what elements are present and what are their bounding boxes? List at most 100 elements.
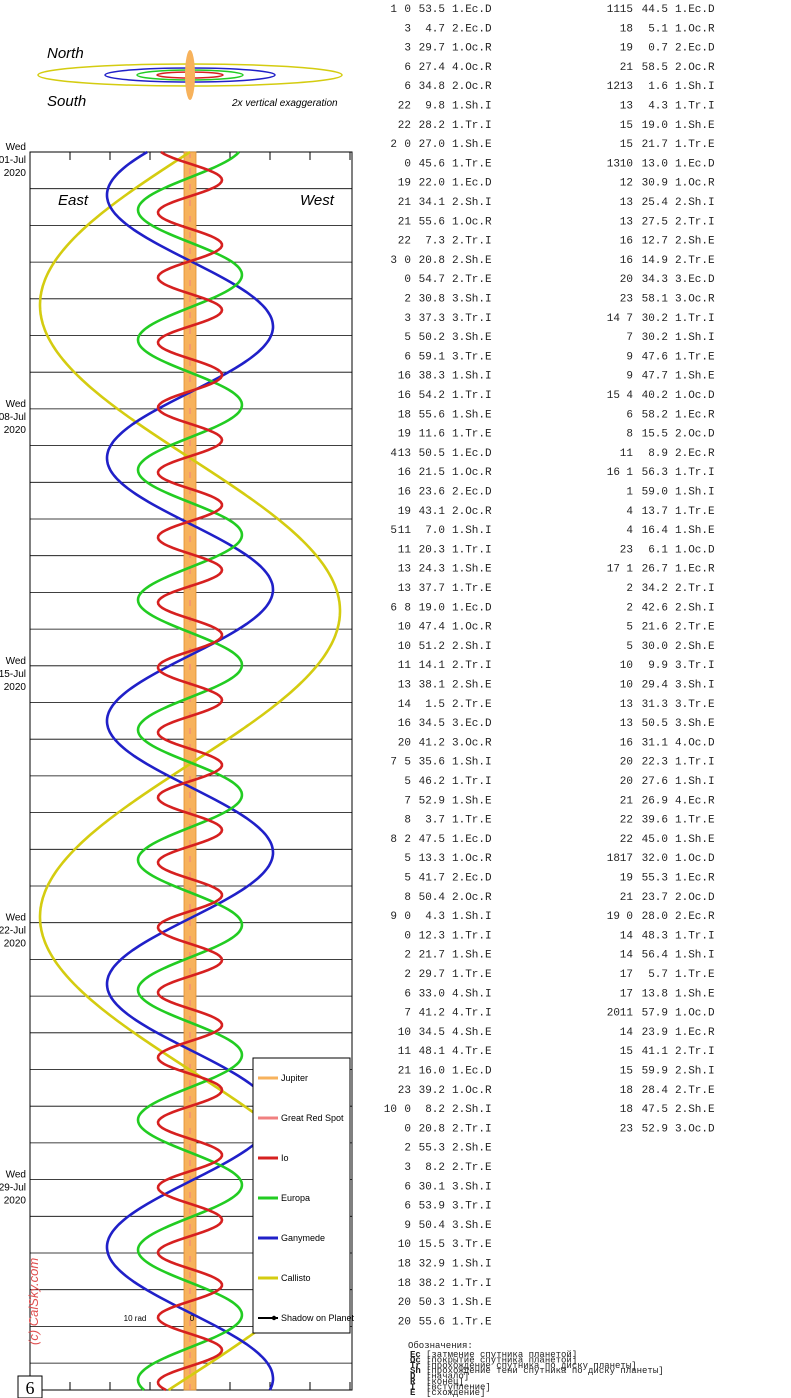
event-code: 3.Tr.E xyxy=(675,699,715,711)
date-label: Wed xyxy=(6,913,26,924)
event-code: 4.Sh.I xyxy=(452,988,492,1000)
event-code: 1.Sh.I xyxy=(675,332,715,344)
event-minute: 28.2 xyxy=(419,120,445,132)
event-hour: 2 xyxy=(626,602,633,614)
event-hour: 9 xyxy=(626,351,633,363)
event-minute: 13.0 xyxy=(642,158,668,170)
event-minute: 14.9 xyxy=(642,255,668,267)
event-code: 1.Sh.I xyxy=(452,101,492,113)
event-hour: 15 xyxy=(620,1046,633,1058)
event-code: 1.Oc.R xyxy=(452,1085,492,1097)
event-minute: 33.0 xyxy=(419,988,445,1000)
event-minute: 47.7 xyxy=(642,371,668,383)
event-hour: 10 xyxy=(620,660,633,672)
event-minute: 7.0 xyxy=(425,525,445,537)
event-minute: 23.9 xyxy=(642,1027,668,1039)
event-hour: 10 xyxy=(620,680,633,692)
event-hour: 18 xyxy=(620,1085,633,1097)
event-code: 1.Tr.E xyxy=(452,158,492,170)
key-text: [затмение спутника планетой] xyxy=(426,1350,577,1360)
event-minute: 34.1 xyxy=(419,197,446,209)
event-code: 2.Oc.D xyxy=(675,892,715,904)
event-code: 1.Oc.D xyxy=(675,853,715,865)
event-hour: 0 xyxy=(404,255,411,267)
event-minute: 52.9 xyxy=(642,1123,668,1135)
event-minute: 27.6 xyxy=(642,776,668,788)
event-code: 1.Ec.D xyxy=(452,1066,492,1078)
event-hour: 23 xyxy=(620,294,633,306)
event-minute: 55.6 xyxy=(419,1316,445,1328)
event-minute: 21.7 xyxy=(419,950,445,962)
event-minute: 29.7 xyxy=(419,969,445,981)
key-text: [конец] xyxy=(426,1377,464,1387)
date-label: 2020 xyxy=(4,1196,27,1207)
date-label: 2020 xyxy=(4,425,27,436)
event-code: 2.Sh.I xyxy=(675,197,715,209)
legend-label: Callisto xyxy=(281,1273,311,1283)
event-minute: 38.1 xyxy=(419,680,446,692)
event-code: 1.Sh.E xyxy=(675,525,715,537)
event-code: 2.Tr.E xyxy=(452,699,492,711)
event-hour: 23 xyxy=(620,544,633,556)
event-minute: 55.3 xyxy=(642,873,668,885)
north-label: North xyxy=(47,45,84,62)
event-code: 1.Sh.I xyxy=(452,525,492,537)
event-minute: 26.9 xyxy=(642,795,668,807)
event-minute: 47.6 xyxy=(642,351,668,363)
event-day: 19 xyxy=(607,911,620,923)
event-minute: 11.6 xyxy=(419,429,445,441)
event-hour: 23 xyxy=(398,1085,411,1097)
event-hour: 3 xyxy=(404,313,411,325)
event-hour: 23 xyxy=(620,1123,633,1135)
event-minute: 30.9 xyxy=(642,178,668,190)
event-minute: 25.4 xyxy=(642,197,669,209)
page-number: 6 xyxy=(26,1378,35,1398)
event-code: 2.Sh.I xyxy=(452,197,492,209)
event-code: 3.Ec.D xyxy=(452,718,492,730)
event-hour: 4 xyxy=(626,506,633,518)
event-code: 2.Ec.D xyxy=(452,873,492,885)
key-code: E xyxy=(410,1388,416,1398)
event-hour: 11 xyxy=(398,525,412,537)
event-hour: 5 xyxy=(626,641,633,653)
event-minute: 28.4 xyxy=(642,1085,669,1097)
event-hour: 11 xyxy=(620,1008,634,1020)
event-hour: 6 xyxy=(404,1201,411,1213)
event-hour: 0 xyxy=(404,139,411,151)
event-minute: 58.1 xyxy=(642,294,669,306)
event-code: 1.Oc.R xyxy=(675,178,715,190)
event-day: 1 xyxy=(390,4,397,16)
event-hour: 7 xyxy=(404,795,411,807)
event-code: 2.Tr.I xyxy=(675,1046,715,1058)
event-code: 2.Sh.E xyxy=(675,236,715,248)
event-hour: 0 xyxy=(626,911,633,923)
event-hour: 0 xyxy=(404,274,411,286)
event-code: 1.Sh.E xyxy=(452,795,492,807)
event-hour: 0 xyxy=(404,1104,411,1116)
event-code: 2.Ec.D xyxy=(675,43,715,55)
key-text: [прохождение спутника по диску планеты] xyxy=(426,1361,637,1371)
event-minute: 5.7 xyxy=(648,969,668,981)
event-minute: 27.4 xyxy=(419,62,446,74)
event-minute: 20.3 xyxy=(419,544,445,556)
event-code: 2.Tr.E xyxy=(675,1085,715,1097)
event-day: 6 xyxy=(390,602,397,614)
event-minute: 47.4 xyxy=(419,622,446,634)
event-hour: 18 xyxy=(398,1259,411,1271)
event-code: 1.Tr.E xyxy=(675,815,715,827)
event-minute: 4.3 xyxy=(425,911,445,923)
south-label: South xyxy=(47,93,86,110)
event-code: 1.Sh.I xyxy=(675,776,715,788)
event-minute: 55.6 xyxy=(419,409,445,421)
date-label: Wed xyxy=(6,656,26,667)
event-minute: 21.7 xyxy=(642,139,668,151)
key-text: [начало] xyxy=(426,1372,469,1382)
event-hour: 17 xyxy=(620,988,633,1000)
event-minute: 14.1 xyxy=(419,660,446,672)
event-hour: 3 xyxy=(404,43,411,55)
date-label: 2020 xyxy=(4,168,27,179)
event-minute: 56.4 xyxy=(642,950,669,962)
event-minute: 59.9 xyxy=(642,1066,668,1078)
event-hour: 19 xyxy=(620,873,633,885)
event-code: 4.Tr.E xyxy=(452,1046,492,1058)
